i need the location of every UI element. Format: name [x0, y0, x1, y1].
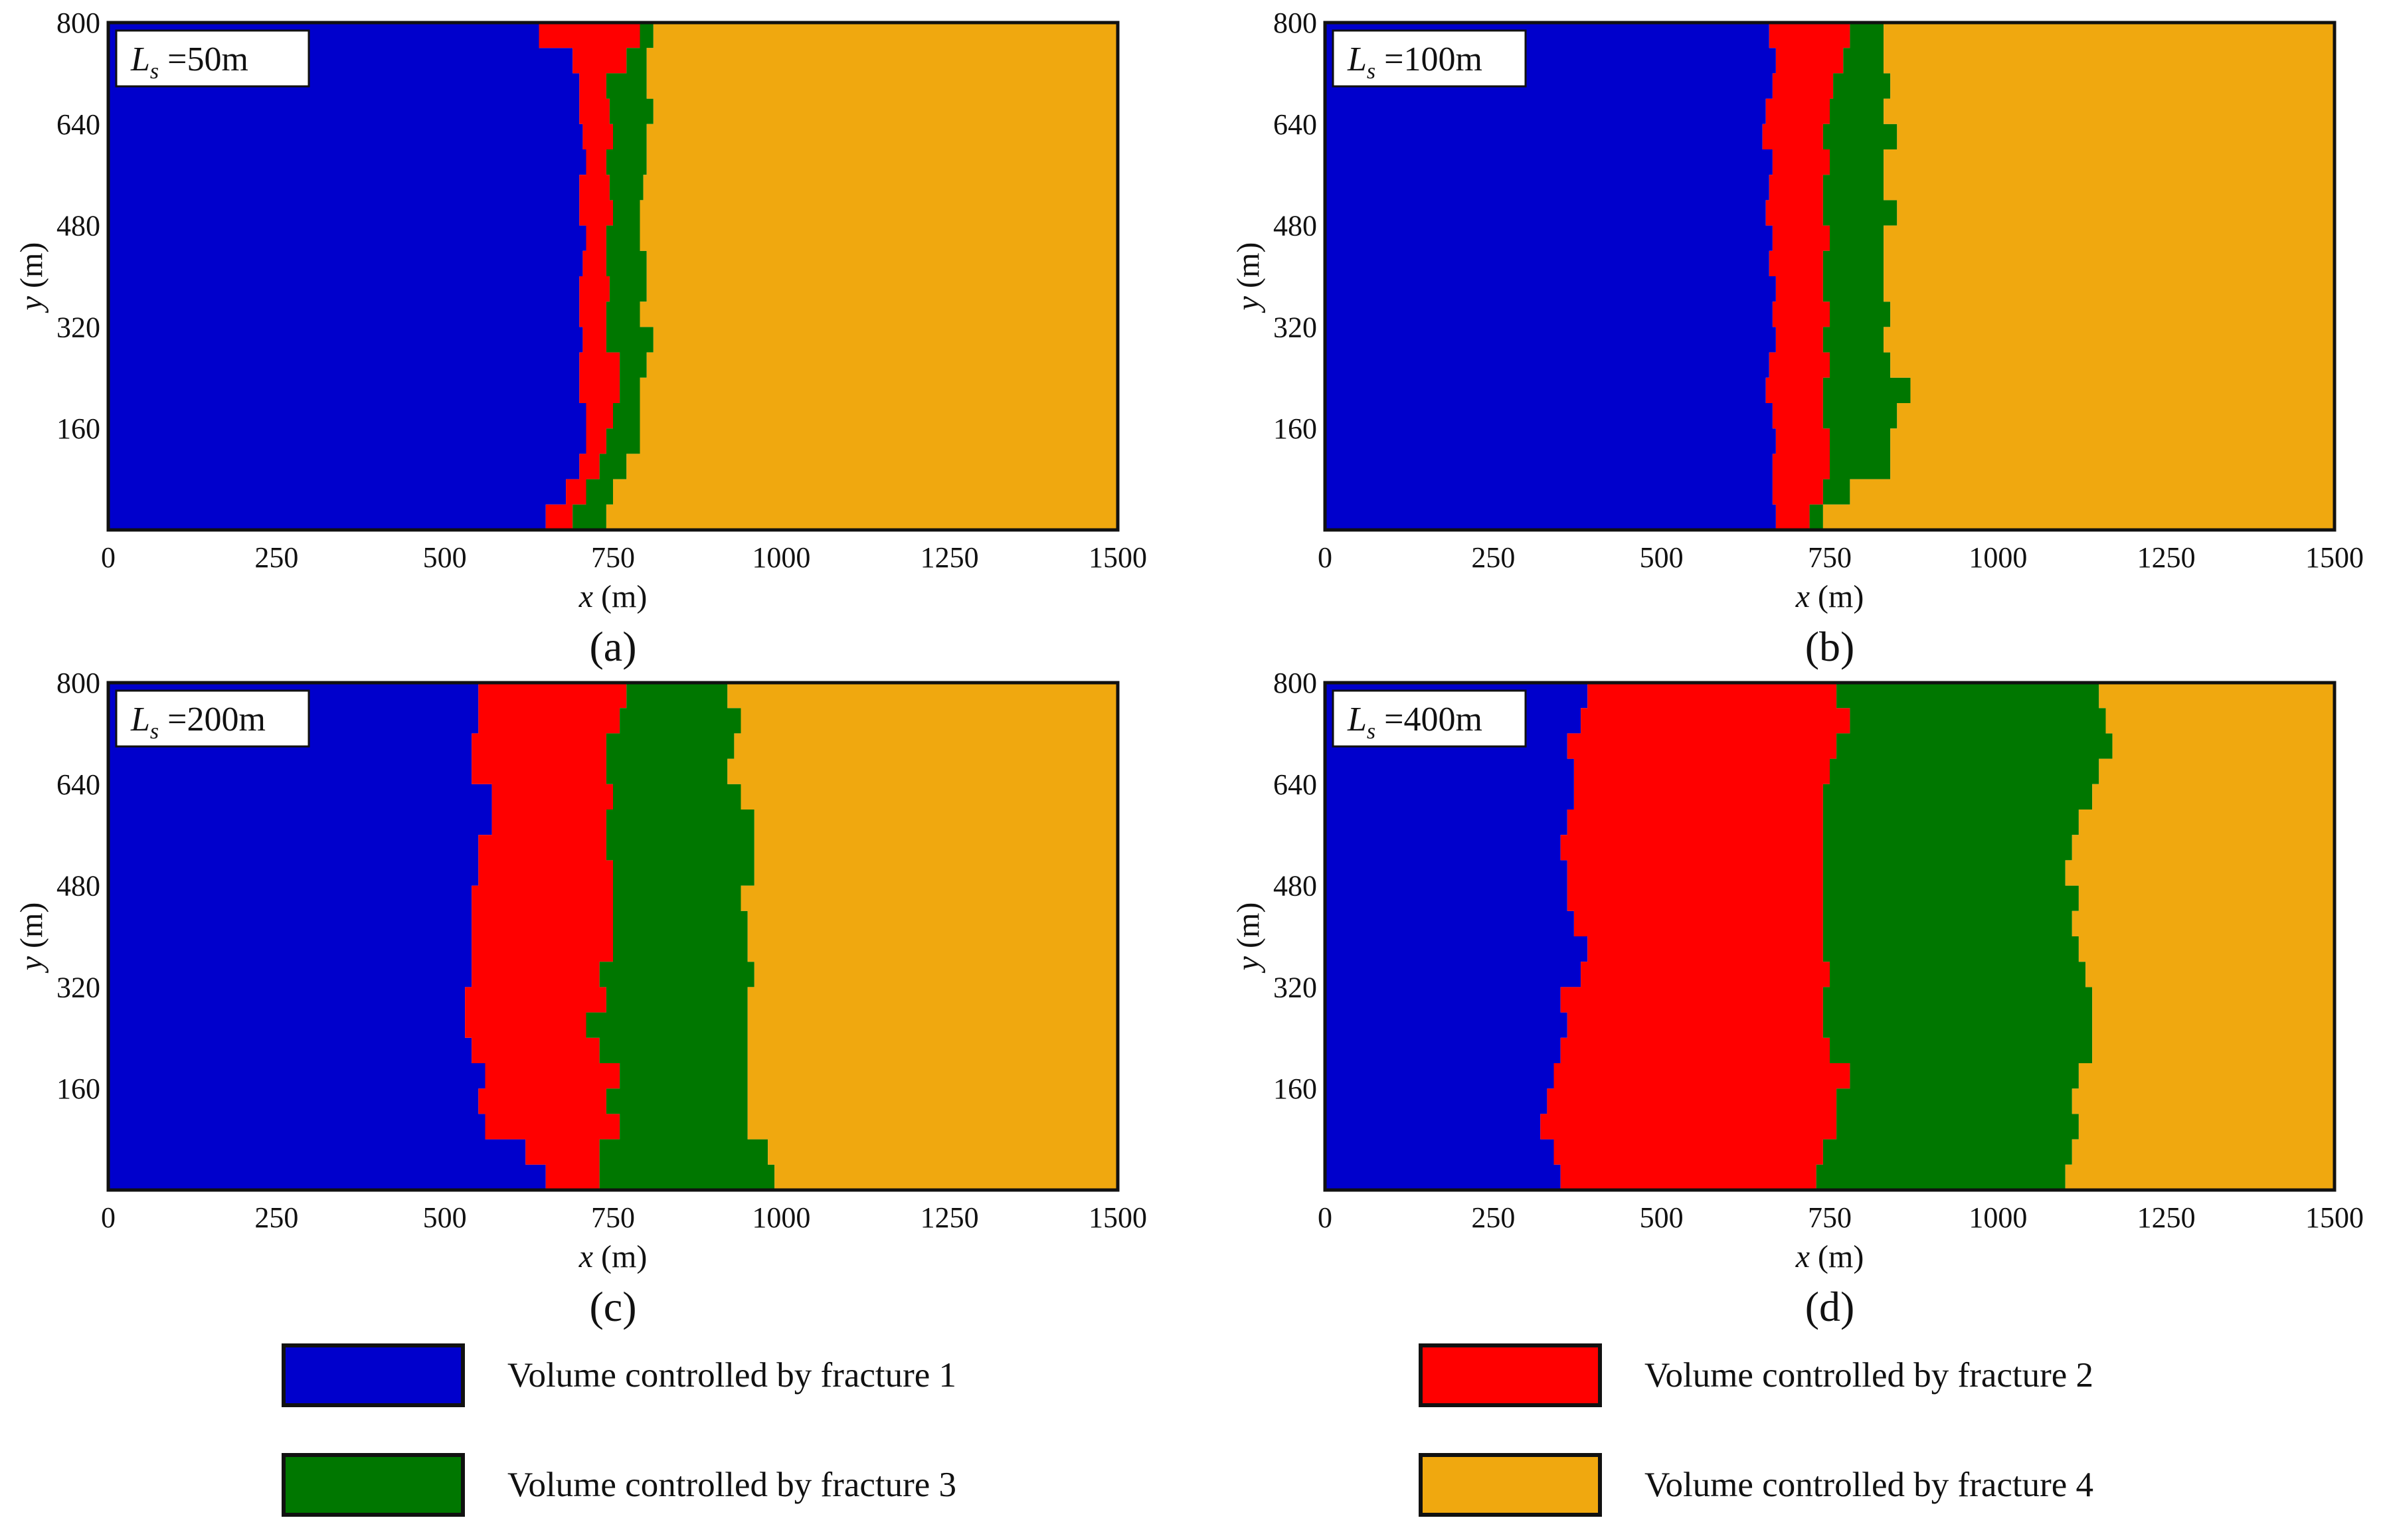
region-fracture-1	[108, 683, 546, 1190]
y-tick-label: 800	[1273, 667, 1317, 699]
region-fracture-2	[465, 683, 627, 1190]
region-fracture-3	[586, 683, 775, 1190]
y-tick-label: 480	[1273, 870, 1317, 902]
y-tick-label: 320	[56, 971, 100, 1003]
region-fracture-2	[1540, 683, 1850, 1190]
y-tick-label: 480	[56, 210, 100, 242]
region-fracture-3	[1816, 683, 2113, 1190]
y-tick-label: 480	[1273, 210, 1317, 242]
x-tick-label: 1250	[921, 1201, 979, 1234]
x-tick-label: 500	[423, 1201, 467, 1234]
chart-panel-2: 0 250 500 750 1000 1250 1500 160 320 480 640 800 x (…	[1231, 7, 2364, 670]
x-tick-label: 1250	[2137, 541, 2196, 574]
x-tick-label: 0	[1318, 541, 1332, 574]
annotation-text: Ls =50m	[130, 41, 248, 84]
x-tick-label: 250	[254, 541, 298, 574]
x-axis-label: x (m)	[1795, 1239, 1864, 1274]
region-fracture-4	[2065, 683, 2335, 1190]
region-fracture-1	[1325, 23, 1776, 530]
plot-area	[1325, 23, 2335, 530]
x-tick-label: 1250	[2137, 1201, 2196, 1234]
x-tick-label: 1250	[921, 541, 979, 574]
x-tick-label: 1000	[1969, 541, 2027, 574]
y-tick-label: 640	[56, 108, 100, 141]
y-tick-label: 320	[56, 311, 100, 343]
chart-panel-4: 0 250 500 750 1000 1250 1500 160 320 480 640 800 x (…	[1231, 667, 2364, 1330]
y-tick-label: 160	[56, 1072, 100, 1105]
x-tick-label: 500	[1640, 541, 1684, 574]
x-tick-label: 750	[1808, 1201, 1852, 1234]
y-axis-label: y (m)	[1231, 242, 1266, 314]
region-fracture-4	[727, 683, 1118, 1190]
x-tick-label: 1000	[752, 1201, 810, 1234]
y-tick-label: 640	[1273, 768, 1317, 801]
x-tick-label: 1500	[1089, 1201, 1147, 1234]
annotation-text: Ls =200m	[130, 701, 266, 744]
region-fracture-4	[606, 23, 1118, 530]
x-tick-label: 750	[1808, 541, 1852, 574]
x-tick-label: 250	[1471, 1201, 1515, 1234]
x-tick-label: 500	[423, 541, 467, 574]
region-fracture-1	[108, 23, 586, 530]
plot-frame	[106, 21, 1120, 532]
plot-area	[108, 683, 1118, 1190]
x-axis-label: x (m)	[1795, 579, 1864, 614]
x-axis-label: x (m)	[578, 1239, 648, 1274]
x-tick-label: 1000	[1969, 1201, 2027, 1234]
chart-panel-1: 0 250 500 750 1000 1250 1500 160 320 480 640 800 x (…	[14, 7, 1147, 670]
plot-frame	[1323, 21, 2337, 532]
x-tick-label: 0	[101, 541, 116, 574]
x-tick-label: 1000	[752, 541, 810, 574]
annotation-box	[115, 29, 310, 88]
panel-label: (a)	[589, 623, 636, 670]
annotation-text: Ls =400m	[1347, 701, 1482, 744]
x-tick-label: 1500	[2305, 1201, 2364, 1234]
panel-label: (c)	[589, 1283, 636, 1330]
x-tick-label: 0	[1318, 1201, 1332, 1234]
x-tick-label: 250	[254, 1201, 298, 1234]
y-tick-label: 160	[1273, 1072, 1317, 1105]
x-tick-label: 750	[591, 541, 635, 574]
x-tick-label: 750	[591, 1201, 635, 1234]
x-tick-label: 250	[1471, 541, 1515, 574]
y-tick-label: 640	[56, 768, 100, 801]
y-tick-label: 640	[1273, 108, 1317, 141]
y-axis-label: y (m)	[1231, 902, 1266, 974]
plot-area	[108, 23, 1118, 530]
y-axis-label: y (m)	[14, 902, 49, 974]
x-tick-label: 1500	[2305, 541, 2364, 574]
y-tick-label: 160	[56, 412, 100, 445]
plot-area	[1325, 683, 2335, 1190]
region-fracture-4	[1822, 23, 2335, 530]
plot-frame	[1323, 681, 2337, 1192]
chart-panel-3: 0 250 500 750 1000 1250 1500 160 320 480 640 800 x (…	[14, 667, 1147, 1330]
x-tick-label: 0	[101, 1201, 116, 1234]
plot-frame	[106, 681, 1120, 1192]
panel-label: (b)	[1805, 623, 1855, 670]
annotation-box	[1332, 29, 1527, 88]
annotation-text: Ls =100m	[1347, 41, 1482, 84]
panel-label: (d)	[1805, 1283, 1855, 1330]
y-tick-label: 160	[1273, 412, 1317, 445]
y-tick-label: 800	[56, 7, 100, 39]
y-tick-label: 480	[56, 870, 100, 902]
region-fracture-3	[573, 23, 654, 530]
y-tick-label: 320	[1273, 971, 1317, 1003]
x-axis-label: x (m)	[578, 579, 648, 614]
y-tick-label: 800	[1273, 7, 1317, 39]
annotation-box	[115, 689, 310, 748]
x-tick-label: 500	[1640, 1201, 1684, 1234]
annotation-box	[1332, 689, 1527, 748]
region-fracture-1	[1325, 683, 1588, 1190]
y-tick-label: 320	[1273, 311, 1317, 343]
y-axis-label: y (m)	[14, 242, 49, 314]
y-tick-label: 800	[56, 667, 100, 699]
x-tick-label: 1500	[1089, 541, 1147, 574]
